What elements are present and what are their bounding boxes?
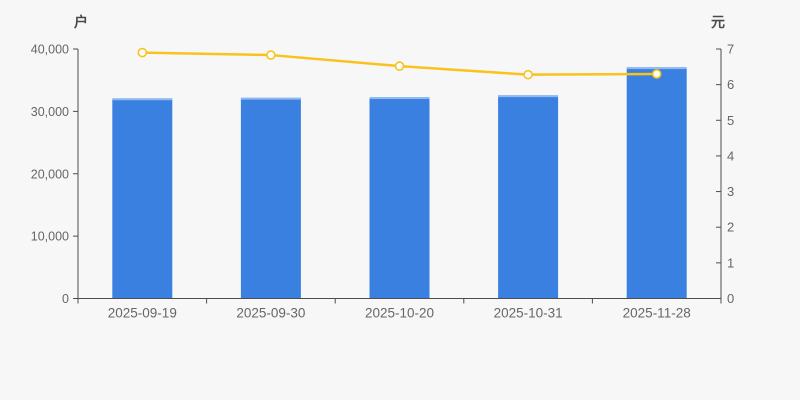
line-point[interactable] <box>523 69 533 80</box>
x-axis-label: 2025-09-30 <box>236 306 305 321</box>
left-axis-name: 户 <box>74 14 88 30</box>
right-axis-tick-label: 0 <box>727 291 734 306</box>
x-axis-label: 2025-10-20 <box>365 306 434 321</box>
left-axis-tick-label: 10,000 <box>31 230 69 244</box>
left-axis-tick-label: 40,000 <box>31 43 69 57</box>
right-axis-tick-label: 4 <box>727 148 734 163</box>
left-axis-tick-label: 30,000 <box>31 105 69 119</box>
right-axis-tick-label: 7 <box>727 42 734 57</box>
right-axis-tick-label: 3 <box>727 184 734 199</box>
bar[interactable] <box>626 67 687 299</box>
line-point[interactable] <box>137 47 148 58</box>
bar[interactable] <box>240 97 301 299</box>
right-axis-name: 元 <box>711 14 725 30</box>
bar-top-highlight <box>498 95 559 98</box>
line-point[interactable] <box>651 69 662 79</box>
left-axis-tick-label: 0 <box>62 292 69 306</box>
right-axis-tick-label: 6 <box>727 77 734 92</box>
bar-top-highlight <box>240 97 301 100</box>
bar[interactable] <box>498 95 559 299</box>
right-axis-tick-label: 1 <box>727 255 734 270</box>
line-point[interactable] <box>394 61 405 71</box>
right-axis-tick-label: 5 <box>727 113 734 128</box>
x-axis-label: 2025-09-19 <box>108 306 177 321</box>
bar-top-highlight <box>369 97 430 100</box>
bar-top-highlight <box>112 98 173 101</box>
x-axis-label: 2025-10-31 <box>494 306 563 321</box>
bar[interactable] <box>112 98 173 299</box>
x-axis-label: 2025-11-28 <box>623 306 691 321</box>
right-axis-tick-label: 2 <box>727 220 734 235</box>
bar-top-highlight <box>626 67 687 70</box>
line-point[interactable] <box>266 50 276 60</box>
left-axis-tick-label: 20,000 <box>31 167 69 181</box>
bar[interactable] <box>369 97 430 299</box>
